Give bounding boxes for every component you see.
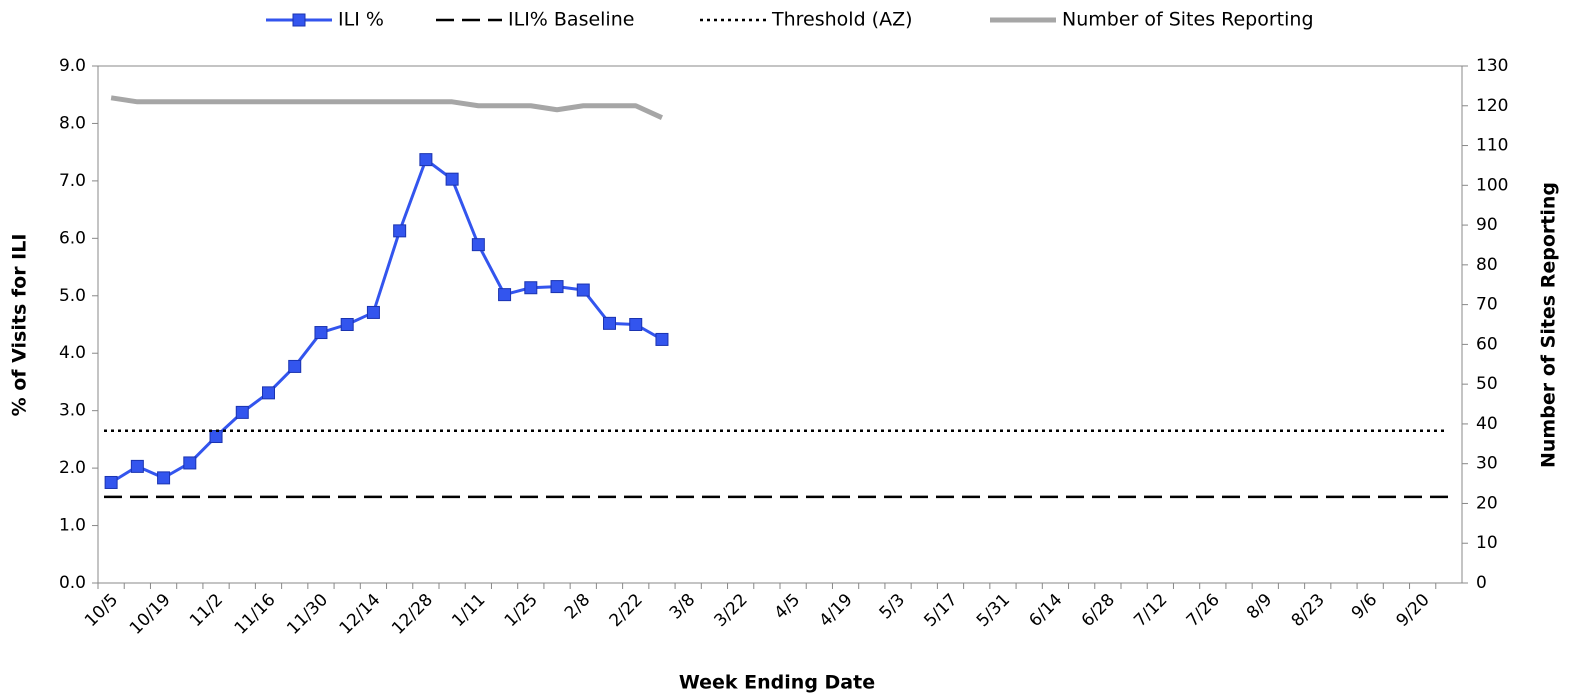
- x-tick-label: 2/22: [606, 590, 647, 631]
- data-marker: [419, 153, 433, 167]
- x-tick-label: 8/23: [1288, 590, 1329, 631]
- data-marker: [235, 405, 249, 419]
- x-tick-label: 1/11: [448, 590, 489, 631]
- data-marker: [576, 283, 590, 297]
- data-marker: [130, 459, 144, 473]
- y-tick-label: 4.0: [59, 343, 86, 363]
- x-tick-label: 8/9: [1243, 590, 1276, 623]
- x-tick-label: 5/17: [920, 590, 961, 631]
- x-tick-label: 1/25: [501, 590, 542, 631]
- y-tick-label: 0.0: [59, 573, 86, 593]
- data-marker: [209, 430, 223, 444]
- y-tick-label: 6.0: [59, 228, 86, 248]
- x-tick-label: 5/31: [973, 590, 1014, 631]
- data-marker: [183, 456, 197, 470]
- y-tick-label: 8.0: [59, 113, 86, 133]
- y2-tick-label: 40: [1476, 414, 1498, 434]
- legend-label: ILI% Baseline: [508, 9, 634, 31]
- y-tick-label: 1.0: [59, 516, 86, 536]
- x-tick-label: 2/8: [561, 590, 594, 623]
- y2-tick-label: 0: [1476, 573, 1487, 593]
- x-tick-label: 6/14: [1025, 590, 1066, 631]
- y-axis-title: % of Visits for ILI: [9, 234, 31, 417]
- x-tick-label: 4/19: [816, 590, 857, 631]
- y2-tick-label: 50: [1476, 374, 1498, 394]
- data-marker: [655, 332, 669, 346]
- x-tick-label: 11/30: [283, 590, 332, 639]
- y-tick-label: 2.0: [59, 458, 86, 478]
- x-axis-title: Week Ending Date: [679, 672, 875, 694]
- data-marker: [524, 281, 538, 295]
- y2-tick-label: 70: [1476, 295, 1498, 315]
- data-marker: [629, 318, 643, 331]
- data-marker: [340, 318, 354, 331]
- y2-tick-label: 60: [1476, 334, 1498, 354]
- x-tick-label: 3/8: [666, 590, 699, 623]
- data-marker: [603, 316, 616, 330]
- data-marker: [314, 326, 328, 340]
- data-marker: [393, 224, 407, 238]
- data-marker: [262, 386, 275, 400]
- x-tick-label: 7/12: [1130, 590, 1171, 631]
- legend-marker: [292, 13, 306, 27]
- legend-label: ILI %: [338, 9, 384, 31]
- y-tick-label: 7.0: [59, 171, 86, 191]
- y2-tick-label: 120: [1476, 96, 1508, 116]
- x-tick-label: 9/20: [1393, 590, 1434, 631]
- x-tick-label: 10/5: [81, 590, 122, 631]
- data-marker: [366, 305, 380, 319]
- y2-tick-label: 110: [1476, 136, 1508, 156]
- y2-tick-label: 130: [1476, 56, 1508, 76]
- data-line: [110, 158, 663, 484]
- y2-tick-label: 100: [1476, 175, 1508, 195]
- data-marker: [104, 475, 118, 489]
- x-tick-label: 7/26: [1183, 590, 1224, 631]
- x-tick-label: 4/5: [771, 590, 804, 623]
- data-marker: [445, 172, 459, 186]
- x-tick-label: 11/2: [186, 590, 227, 631]
- y2-tick-label: 20: [1476, 493, 1498, 513]
- sites-line: [110, 95, 663, 120]
- x-tick-label: 10/19: [126, 590, 175, 639]
- x-tick-label: 5/3: [876, 590, 909, 623]
- y2-tick-label: 30: [1476, 454, 1498, 474]
- y2-tick-label: 90: [1476, 215, 1498, 235]
- plot-frame: [97, 65, 1463, 584]
- data-marker: [288, 359, 302, 373]
- data-marker: [471, 238, 485, 252]
- data-marker: [157, 471, 171, 485]
- y-tick-label: 9.0: [59, 56, 86, 76]
- x-tick-label: 3/22: [711, 590, 752, 631]
- y2-tick-label: 80: [1476, 255, 1498, 275]
- x-tick-label: 9/6: [1348, 590, 1381, 623]
- legend-label: Number of Sites Reporting: [1062, 9, 1314, 31]
- data-marker: [498, 288, 512, 302]
- y2-axis-title: Number of Sites Reporting: [1538, 182, 1560, 468]
- x-tick-label: 11/16: [231, 590, 280, 639]
- y-tick-label: 5.0: [59, 286, 86, 306]
- x-tick-label: 12/28: [388, 590, 437, 639]
- y-tick-label: 3.0: [59, 401, 86, 421]
- x-tick-label: 12/14: [336, 590, 385, 639]
- legend-label: Threshold (AZ): [771, 9, 913, 31]
- y2-tick-label: 10: [1476, 533, 1498, 553]
- data-marker: [550, 280, 564, 294]
- x-tick-label: 6/28: [1078, 590, 1119, 631]
